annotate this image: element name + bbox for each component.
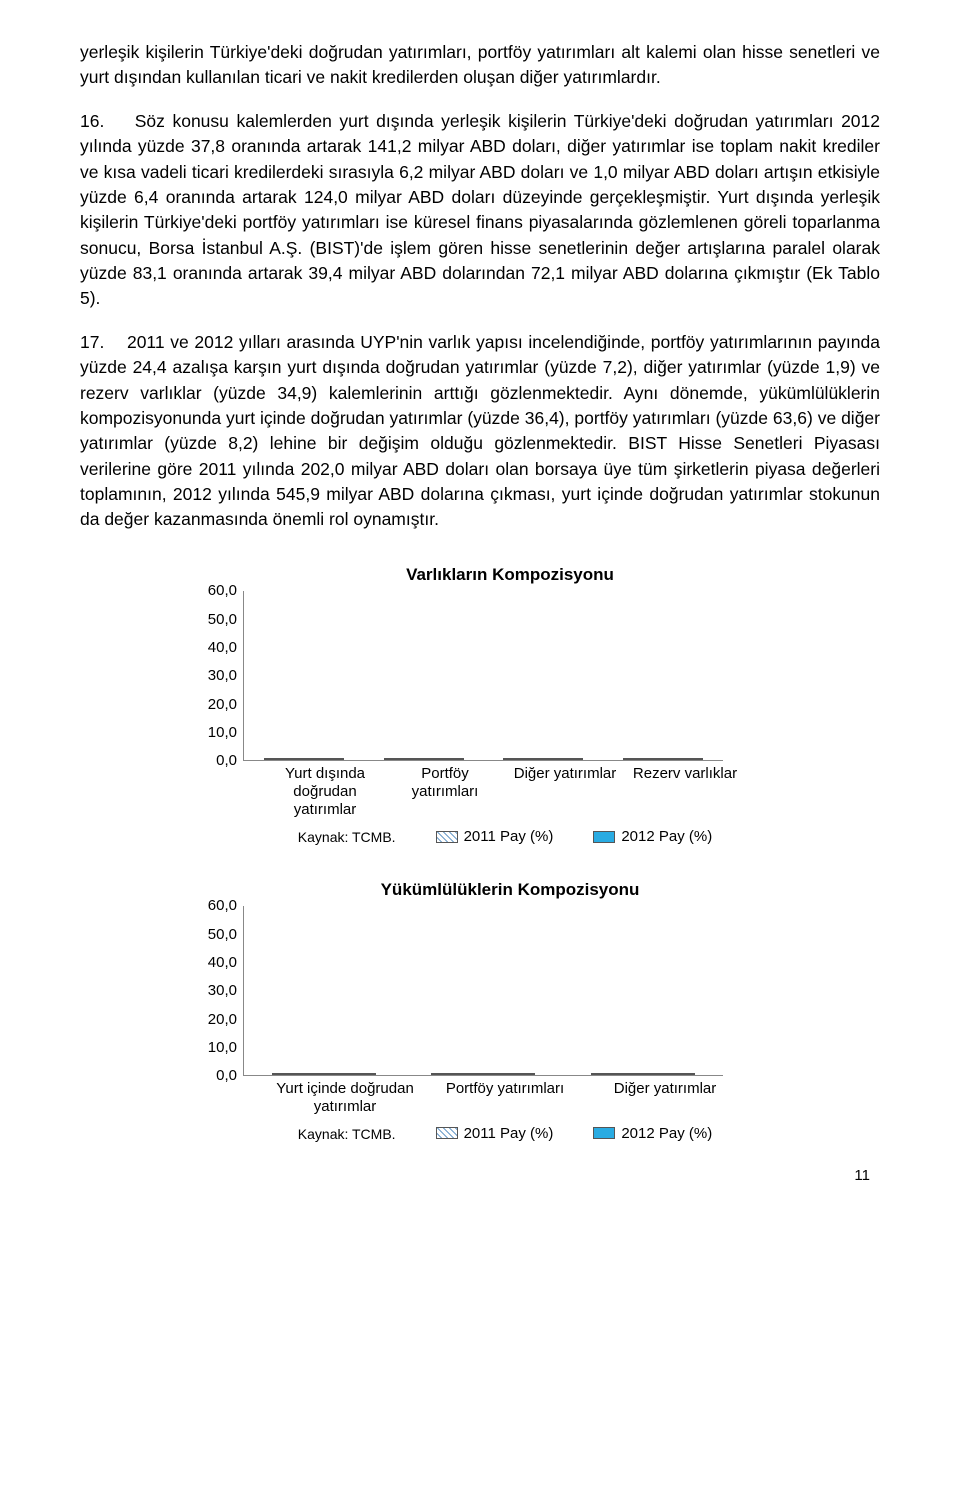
chart2-title: Yükümlülüklerin Kompozisyonu (220, 878, 740, 903)
x-label: Portföy yatırımları (430, 1080, 580, 1116)
x-label: Yurt içinde doğrudan yatırımlar (270, 1080, 420, 1116)
bar-2012 (424, 758, 464, 760)
bar-group (384, 758, 464, 760)
swatch-2011-icon (436, 831, 458, 843)
chart-varliklarin-kompozisyonu: Varlıkların Kompozisyonu 60,050,040,030,… (80, 563, 880, 848)
bar-group (591, 1073, 695, 1075)
bar-2011 (623, 758, 663, 760)
bar-2012 (483, 1073, 535, 1075)
chart1-legend: Kaynak: TCMB. 2011 Pay (%) 2012 Pay (%) (265, 825, 745, 847)
legend2-2011-label: 2011 Pay (%) (464, 1123, 554, 1145)
chart1-title: Varlıkların Kompozisyonu (220, 563, 740, 588)
para2-number: 16. (80, 109, 104, 134)
legend-2011: 2011 Pay (%) (436, 826, 554, 848)
x-label: Diğer yatırımlar (510, 765, 620, 819)
bar-2011 (591, 1073, 643, 1075)
swatch2-2011-icon (436, 1127, 458, 1139)
legend2-2012: 2012 Pay (%) (593, 1123, 712, 1145)
bar-2012 (643, 1073, 695, 1075)
legend-2012: 2012 Pay (%) (593, 826, 712, 848)
legend-2011-label: 2011 Pay (%) (464, 826, 554, 848)
chart2-plot (243, 906, 723, 1076)
chart1-x-labels: Yurt dışında doğrudan yatırımlarPortföy … (265, 765, 745, 819)
para3-number: 17. (80, 330, 104, 355)
bar-2012 (304, 758, 344, 760)
bar-2012 (324, 1073, 376, 1075)
chart2-x-labels: Yurt içinde doğrudan yatırımlar Portföy y… (265, 1080, 745, 1116)
chart2-kaynak: Kaynak: TCMB. (298, 1124, 396, 1144)
bar-2011 (264, 758, 304, 760)
bar-group (431, 1073, 535, 1075)
chart1-plot (243, 591, 723, 761)
bar-2012 (543, 758, 583, 760)
legend2-2012-label: 2012 Pay (%) (621, 1123, 712, 1145)
paragraph-2: 16. Söz konusu kalemlerden yurt dışında … (80, 109, 880, 312)
x-label: Diğer yatırımlar (590, 1080, 740, 1116)
bar-2011 (431, 1073, 483, 1075)
chart2-legend: Kaynak: TCMB. 2011 Pay (%) 2012 Pay (%) (265, 1122, 745, 1144)
bar-2011 (272, 1073, 324, 1075)
chart1-kaynak: Kaynak: TCMB. (298, 827, 396, 847)
x-label: Yurt dışında doğrudan yatırımlar (270, 765, 380, 819)
legend2-2011: 2011 Pay (%) (436, 1123, 554, 1145)
bar-2012 (663, 758, 703, 760)
bar-group (623, 758, 703, 760)
bar-group (272, 1073, 376, 1075)
para2-text: Söz konusu kalemlerden yurt dışında yerl… (80, 111, 880, 309)
bar-2011 (384, 758, 424, 760)
paragraph-1: yerleşik kişilerin Türkiye'deki doğrudan… (80, 40, 880, 91)
paragraph-3: 17. 2011 ve 2012 yılları arasında UYP'ni… (80, 330, 880, 533)
bar-2011 (503, 758, 543, 760)
page-number: 11 (80, 1165, 880, 1187)
bar-group (264, 758, 344, 760)
para3-text: 2011 ve 2012 yılları arasında UYP'nin va… (80, 332, 880, 530)
swatch-2012-icon (593, 831, 615, 843)
legend-2012-label: 2012 Pay (%) (621, 826, 712, 848)
x-label: Rezerv varlıklar (630, 765, 740, 819)
chart-yukumluluklerin-kompozisyonu: Yükümlülüklerin Kompozisyonu 60,050,040,… (80, 878, 880, 1145)
bar-group (503, 758, 583, 760)
swatch2-2012-icon (593, 1127, 615, 1139)
x-label: Portföy yatırımları (390, 765, 500, 819)
